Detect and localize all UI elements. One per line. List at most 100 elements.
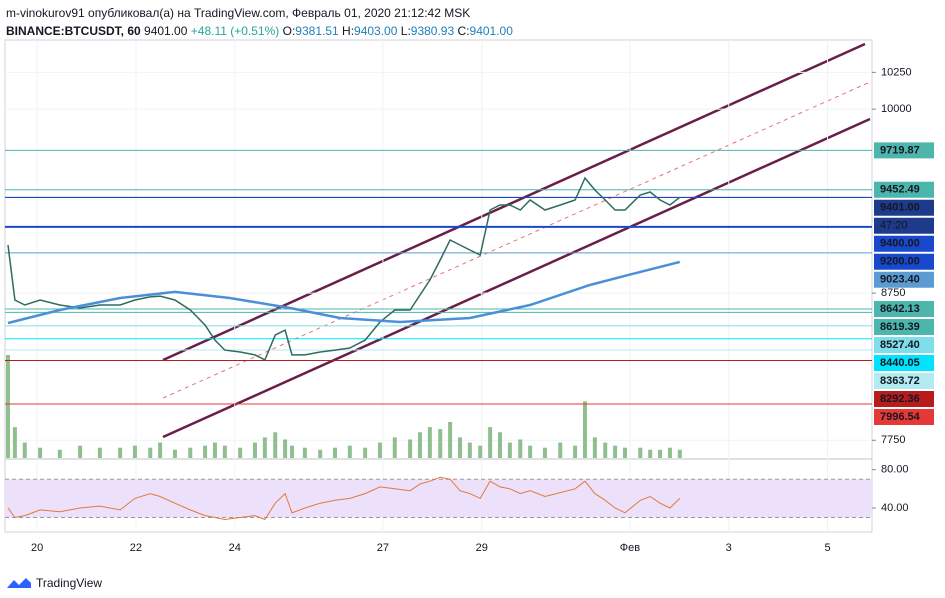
volume-bar [273, 432, 278, 458]
price-label: 9452.49 [880, 184, 920, 196]
price-label-box [874, 235, 934, 252]
ohlc-value: 9380.93 [410, 24, 455, 38]
y-tick-label: 10250 [881, 66, 912, 78]
volume-bar [333, 447, 338, 458]
volume-bar [667, 447, 672, 458]
volume-bar [97, 447, 102, 458]
volume-bar [417, 432, 422, 458]
volume-bar [467, 442, 472, 458]
x-tick-label: 27 [377, 542, 389, 554]
price-label-box [874, 318, 934, 335]
volume-bar [203, 445, 208, 458]
brand[interactable]: TradingView [36, 576, 103, 590]
volume-bar [498, 432, 503, 458]
volume-bar [622, 447, 627, 458]
volume-bar [318, 449, 323, 458]
volume-bar [302, 447, 307, 458]
ohlc-label: L: [400, 24, 411, 38]
volume-bar [658, 449, 663, 458]
x-tick-label: 3 [726, 542, 732, 554]
volume-bar [427, 427, 432, 458]
volume-bar [363, 447, 368, 458]
x-tick-label: 20 [31, 542, 43, 554]
channel-lower [162, 117, 871, 439]
channel-mid [162, 81, 871, 399]
volume-bar [392, 437, 397, 458]
volume-bar [78, 445, 83, 458]
x-tick-label: 24 [229, 542, 241, 554]
volume-bar [188, 447, 193, 458]
volume-bar [212, 442, 217, 458]
ohlc-value: 9401.00 [469, 24, 513, 38]
volume-bar [528, 445, 533, 458]
price-label-box [874, 199, 934, 216]
x-tick-label: 22 [130, 542, 142, 554]
rsi-line [7, 476, 681, 521]
x-tick-label: Фев [620, 542, 640, 554]
volume-bar [118, 447, 123, 458]
volume-bar [592, 437, 597, 458]
price-label-box [874, 408, 934, 425]
symbol: BINANCE:BTCUSDT, 60 [6, 24, 141, 38]
volume-bar [238, 447, 243, 458]
volume-bar [478, 445, 483, 458]
price-label-box [874, 181, 934, 198]
volume-bar [12, 427, 17, 458]
y-tick-label: 8750 [881, 287, 905, 299]
volume-bar [518, 439, 523, 458]
price-label-box [874, 253, 934, 270]
volume-bar [38, 447, 43, 458]
author-line: m-vinokurov91 опубликовал(а) на TradingV… [6, 6, 471, 20]
volume-bar [22, 442, 27, 458]
ohlc-label: C: [457, 24, 470, 38]
volume-bar [648, 449, 653, 458]
volume-bar [262, 437, 267, 458]
header: m-vinokurov91 опубликовал(а) на TradingV… [6, 4, 513, 40]
volume-bar [542, 447, 547, 458]
last: 9401.00 [144, 24, 188, 38]
volume-bar [573, 445, 578, 458]
ohlc-label: O: [282, 24, 296, 38]
price-label-box [874, 390, 934, 407]
volume-bar [5, 355, 10, 458]
volume-bar [638, 447, 643, 458]
price-label: 9400.00 [880, 238, 920, 250]
volume-bar [347, 445, 352, 458]
rsi-tick-label: 40.00 [881, 502, 909, 514]
price-label: 8292.36 [880, 393, 920, 405]
volume-bar [377, 442, 382, 458]
countdown-box [874, 217, 934, 234]
moving-average [7, 260, 681, 325]
logo [7, 578, 31, 588]
price-label: 8440.05 [880, 357, 920, 369]
price-label-box [874, 354, 934, 371]
volume-bar [283, 439, 288, 458]
x-tick-label: 5 [824, 542, 830, 554]
change: +48.11 (+0.51%) [190, 24, 280, 38]
rsi-band [5, 479, 872, 518]
volume-bar [488, 427, 493, 458]
volume-bar [172, 449, 177, 458]
ohlc-value: 9381.51 [295, 24, 339, 38]
volume-bar [507, 442, 512, 458]
price-label: 9200.00 [880, 256, 920, 268]
price-line [7, 176, 681, 361]
y-tick-label: 7750 [881, 434, 905, 446]
ohlc-value: 9403.00 [354, 24, 398, 38]
price-label-box [874, 336, 934, 353]
countdown: 47:20 [880, 220, 908, 232]
price-label: 8527.40 [880, 339, 920, 351]
volume-bar [132, 445, 137, 458]
price-label: 9023.40 [880, 274, 920, 286]
price-label: 8363.72 [880, 375, 920, 387]
y-tick-label: 10000 [881, 103, 912, 115]
volume-bar [222, 445, 227, 458]
volume-bar [457, 437, 462, 458]
price-label: 7996.54 [880, 411, 921, 423]
rsi-tick-label: 80.00 [881, 464, 909, 476]
price-label: 8642.13 [880, 303, 920, 315]
price-label-box [874, 300, 934, 317]
volume-bar [57, 449, 62, 458]
